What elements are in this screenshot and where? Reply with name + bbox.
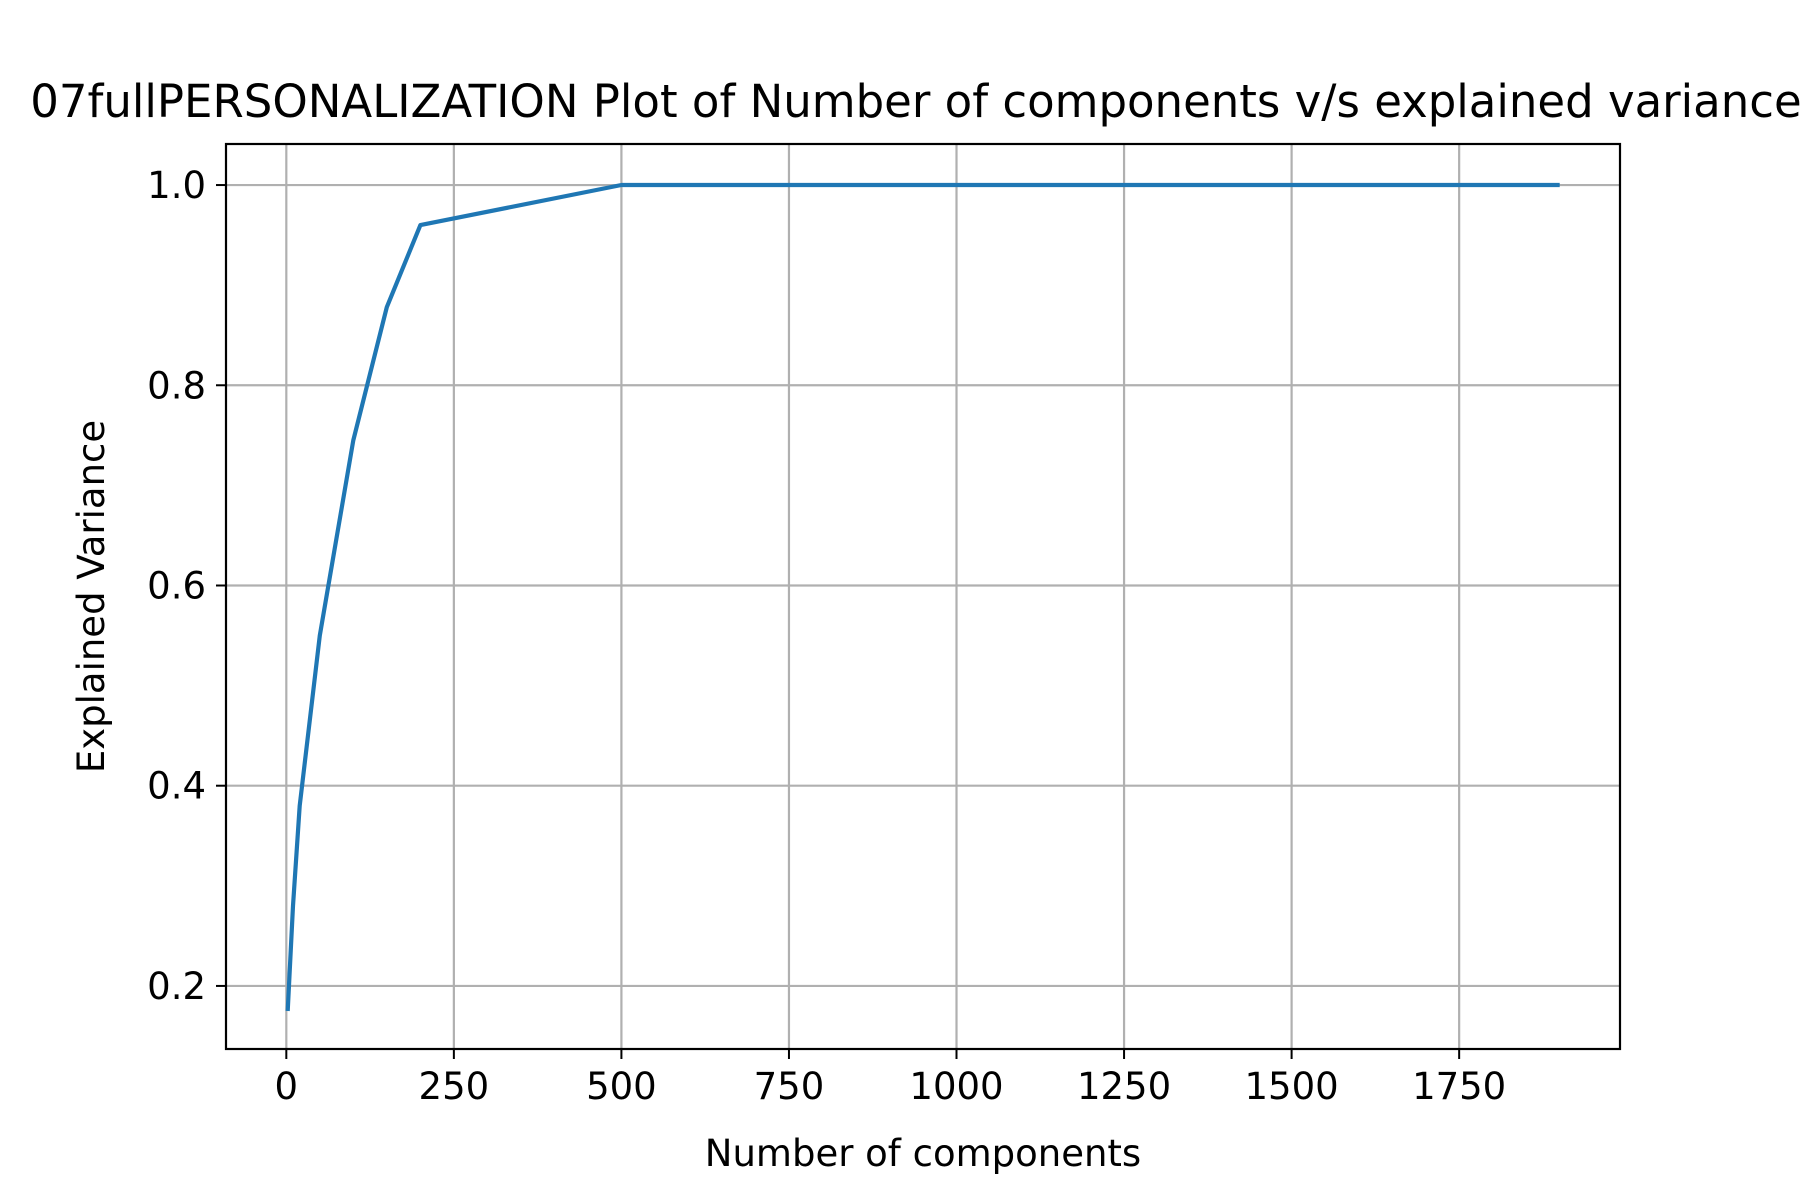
y-tick-label: 0.4 <box>147 765 206 808</box>
x-tick-label: 1000 <box>909 1065 1003 1108</box>
y-tick-label: 0.8 <box>147 364 206 407</box>
x-tick-label: 1500 <box>1245 1065 1339 1108</box>
x-tick-label: 1750 <box>1412 1065 1506 1108</box>
plot-frame <box>224 142 1622 1051</box>
chart-title: 07fullPERSONALIZATION Plot of Number of … <box>30 75 1800 128</box>
x-tick-label: 0 <box>275 1065 299 1108</box>
series-line <box>285 182 1560 1012</box>
y-tick-label: 1.0 <box>147 164 206 207</box>
x-tick-label: 250 <box>419 1065 490 1108</box>
y-tick-label: 0.6 <box>147 564 206 607</box>
y-axis-label: Explained Variance <box>70 420 113 773</box>
x-tick-label: 750 <box>754 1065 825 1108</box>
y-tick-label: 0.2 <box>147 965 206 1008</box>
ticks: 0 250 500 750 1000 1250 1500 1750 0.2 0.4 0.6 0.8 1.… <box>147 164 1506 1108</box>
x-axis-label: Number of components <box>705 1132 1141 1175</box>
x-tick-label: 500 <box>586 1065 657 1108</box>
grid <box>226 144 1620 1049</box>
x-tick-label: 1250 <box>1077 1065 1171 1108</box>
series-layer <box>285 182 1560 1012</box>
